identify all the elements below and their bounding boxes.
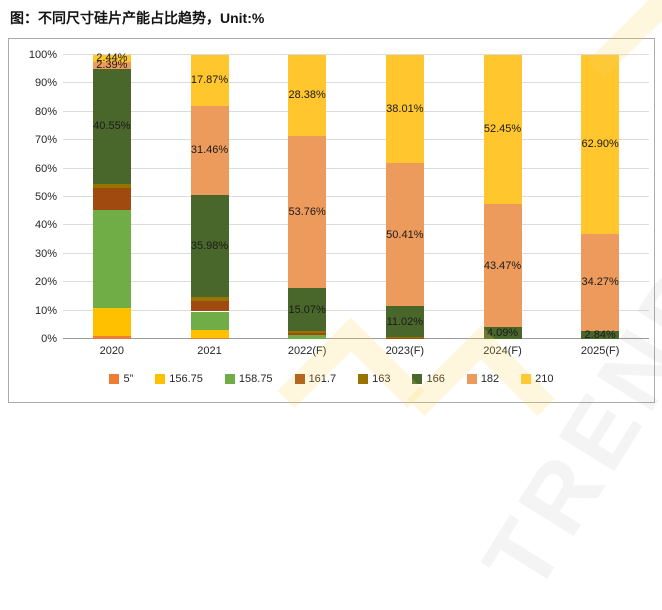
legend-label: 163 — [372, 373, 390, 385]
legend-item: 166 — [412, 373, 444, 385]
gridline — [63, 253, 649, 254]
bar-segment-158.75 — [191, 312, 229, 330]
y-tick-label: 60% — [13, 162, 57, 176]
bar-segment-161.7 — [288, 333, 326, 335]
legend-label: 158.75 — [239, 373, 273, 385]
segment-label: 15.07% — [289, 304, 326, 316]
legend-label: 166 — [426, 373, 444, 385]
segment-label: 50.41% — [386, 229, 423, 241]
bar-segment-158.75 — [288, 335, 326, 339]
legend-swatch-icon — [109, 374, 119, 384]
y-tick-label: 100% — [13, 48, 57, 62]
segment-label: 53.76% — [289, 206, 326, 218]
gridline — [63, 54, 649, 55]
legend-swatch-icon — [467, 374, 477, 384]
bar-2021: 35.98% 31.46% 17.87% — [191, 55, 229, 339]
segment-label: 31.46% — [191, 144, 228, 156]
legend-item: 156.75 — [155, 373, 203, 385]
y-tick-label: 40% — [13, 218, 57, 232]
legend-item: 158.75 — [225, 373, 273, 385]
plot-area: 40.55%2.39%2.44% 35.98% 31.46% 17.87% 15.07%… — [63, 55, 649, 339]
bar-segment-163 — [191, 297, 229, 300]
bar-2025(F): 2.84% 34.27% 62.90% — [581, 55, 619, 339]
y-tick-label: 30% — [13, 247, 57, 261]
legend-item: 161.7 — [295, 373, 337, 385]
bar-segment-5” — [191, 338, 229, 339]
gridline — [63, 168, 649, 169]
segment-label: 17.87% — [191, 74, 228, 86]
bar-segment-161.7 — [93, 188, 131, 209]
legend-item: 5” — [109, 373, 133, 385]
segment-label: 11.02% — [387, 316, 424, 328]
y-tick-label: 0% — [13, 332, 57, 346]
segment-label: 4.09% — [487, 327, 518, 339]
chart-frame: 40.55%2.39%2.44% 35.98% 31.46% 17.87% 15.07%… — [8, 38, 655, 403]
y-tick-label: 50% — [13, 190, 57, 204]
legend-label: 182 — [481, 373, 499, 385]
gridline — [63, 310, 649, 311]
bar-segment-161.7 — [191, 301, 229, 312]
bar-segment-163 — [288, 331, 326, 333]
segment-label: 2.84% — [585, 329, 616, 341]
legend-label: 5” — [123, 373, 133, 385]
bar-segment-156.75 — [191, 330, 229, 338]
bar-segment-156.75 — [93, 308, 131, 336]
watermark-chevron — [277, 317, 424, 464]
x-tick-label: 2023(F) — [360, 345, 450, 357]
segment-label: 62.90% — [582, 138, 619, 150]
legend-label: 156.75 — [169, 373, 203, 385]
segment-label: 28.38% — [289, 89, 326, 101]
legend-swatch-icon — [155, 374, 165, 384]
bar-segment-163 — [93, 184, 131, 189]
segment-label: 40.55% — [93, 120, 130, 132]
bar-segment-158.75 — [93, 210, 131, 308]
bar-segment-5” — [93, 336, 131, 339]
x-axis-line — [63, 338, 649, 339]
segment-label: 34.27% — [582, 276, 619, 288]
legend-swatch-icon — [412, 374, 422, 384]
segment-label: 43.47% — [484, 260, 521, 272]
legend-item: 210 — [521, 373, 553, 385]
segment-label: 38.01% — [386, 103, 423, 115]
legend-label: 161.7 — [309, 373, 337, 385]
segment-label: 52.45% — [484, 123, 521, 135]
y-tick-label: 70% — [13, 133, 57, 147]
gridline — [63, 281, 649, 282]
legend-swatch-icon — [521, 374, 531, 384]
bar-2023(F): 11.02% 50.41% 38.01% — [386, 55, 424, 339]
x-tick-label: 2025(F) — [555, 345, 645, 357]
segment-label: 2.44% — [96, 52, 127, 64]
bar-2020: 40.55%2.39%2.44% — [93, 55, 131, 339]
gridline — [63, 224, 649, 225]
legend-item: 182 — [467, 373, 499, 385]
y-tick-label: 10% — [13, 304, 57, 318]
y-tick-label: 90% — [13, 76, 57, 90]
legend: 5” 156.75 158.75 161.7 163 166 182 210 — [9, 373, 654, 385]
x-tick-label: 2024(F) — [458, 345, 548, 357]
legend-item: 163 — [358, 373, 390, 385]
x-tick-label: 2021 — [165, 345, 255, 357]
y-tick-label: 20% — [13, 275, 57, 289]
bar-2022(F): 15.07% 53.76% 28.38% — [288, 55, 326, 339]
gridline — [63, 196, 649, 197]
legend-swatch-icon — [225, 374, 235, 384]
gridline — [63, 111, 649, 112]
bar-2024(F): 4.09% 43.47% 52.45% — [484, 55, 522, 339]
gridline — [63, 82, 649, 83]
x-tick-label: 2022(F) — [262, 345, 352, 357]
legend-swatch-icon — [358, 374, 368, 384]
x-tick-label: 2020 — [67, 345, 157, 357]
segment-label: 35.98% — [191, 240, 228, 252]
page-title: 图：不同尺寸硅片产能占比趋势，Unit:% — [10, 8, 264, 28]
y-tick-label: 80% — [13, 105, 57, 119]
bar-segment-158.75 — [386, 338, 424, 339]
legend-swatch-icon — [295, 374, 305, 384]
gridline — [63, 139, 649, 140]
legend-label: 210 — [535, 373, 553, 385]
